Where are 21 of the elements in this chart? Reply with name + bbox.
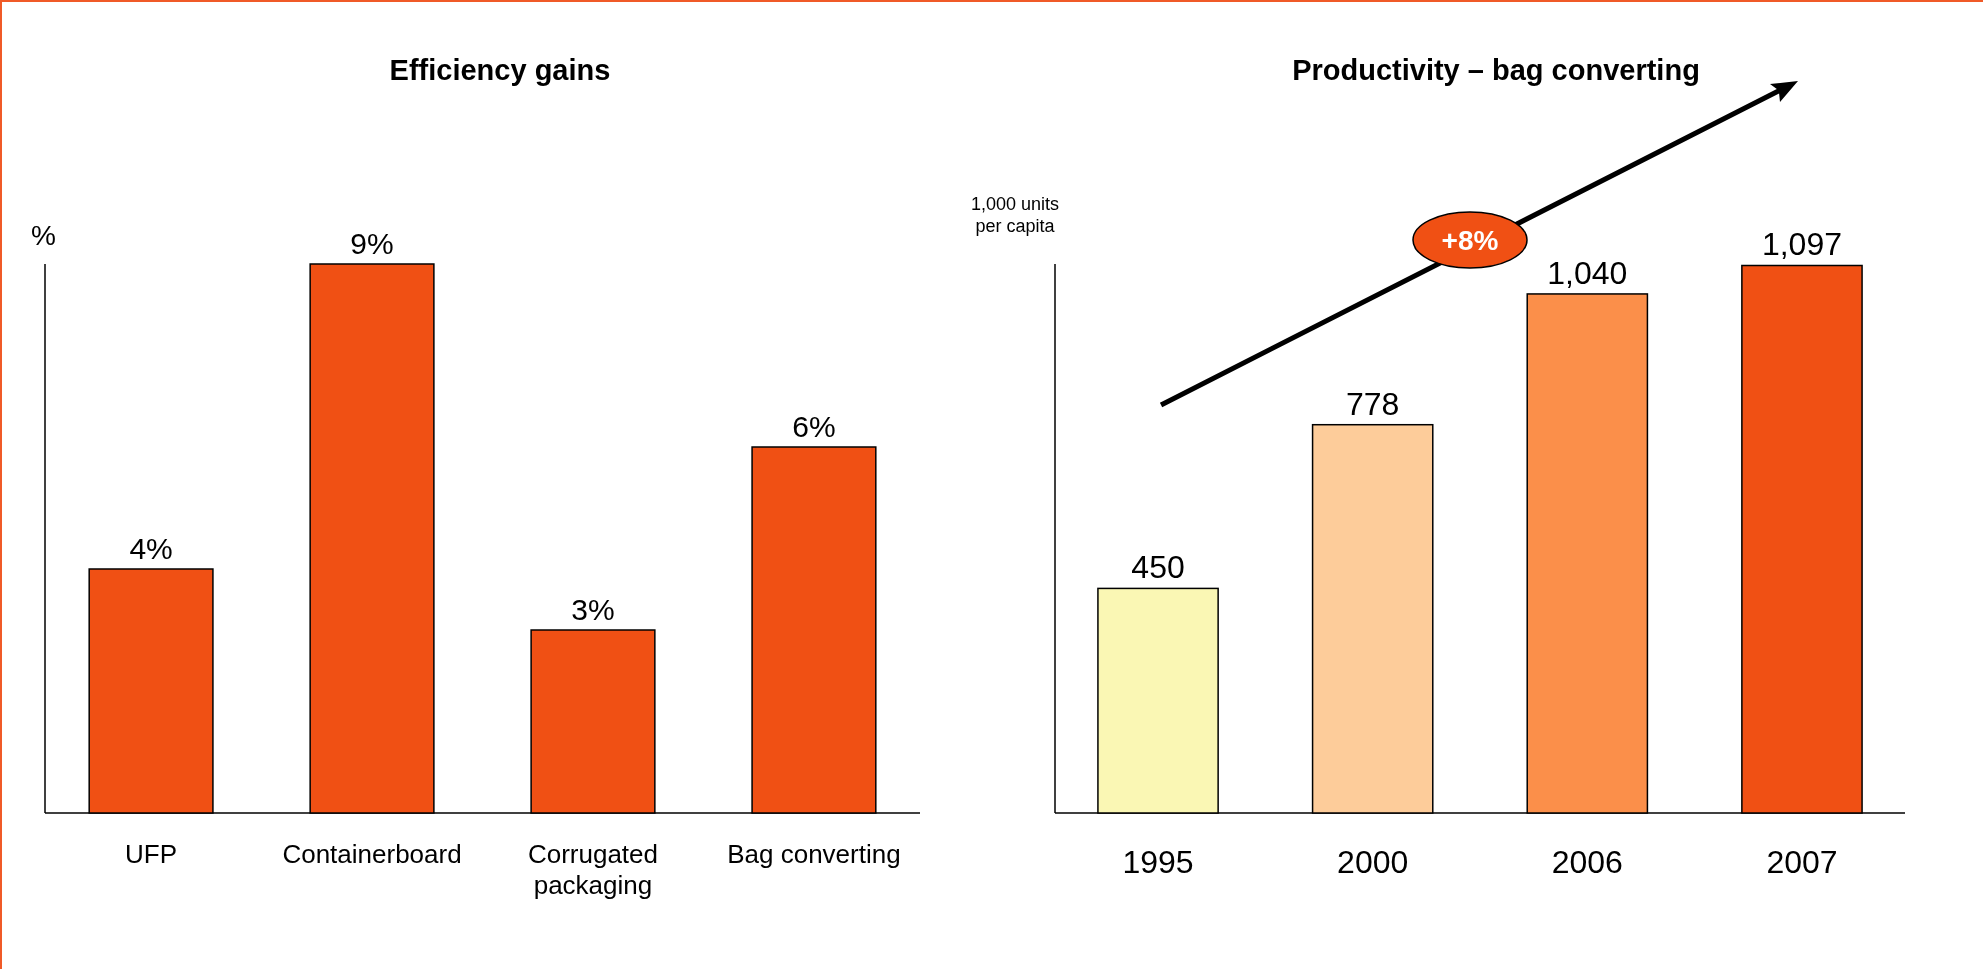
x-tick-label: UFP [125,839,178,869]
y-axis-title: % [31,220,56,251]
x-tick-label: 2006 [1551,844,1623,880]
data-label: 6% [792,410,836,443]
data-label: 3% [571,593,615,626]
x-tick-label: 1995 [1122,844,1194,880]
data-label: 1,040 [1547,254,1628,291]
data-label: 778 [1345,385,1400,422]
x-tick-label: Bag converting [727,839,901,869]
y-axis-title: 1,000 units per capita [970,194,1060,236]
x-tick-label: 2000 [1337,844,1409,880]
data-label: 450 [1131,549,1185,586]
x-tick-label: Containerboard [282,839,462,869]
x-tick-label: 2007 [1766,844,1838,880]
chart-title: Efficiency gains [389,54,611,86]
data-label: 9% [350,227,394,260]
data-label: 4% [129,532,173,565]
data-label: 1,097 [1761,226,1843,263]
x-tick-label: Corrugated packaging [527,839,659,901]
text: +8% [1441,225,1499,256]
chart-title: Productivity – bag converting [1292,54,1700,86]
